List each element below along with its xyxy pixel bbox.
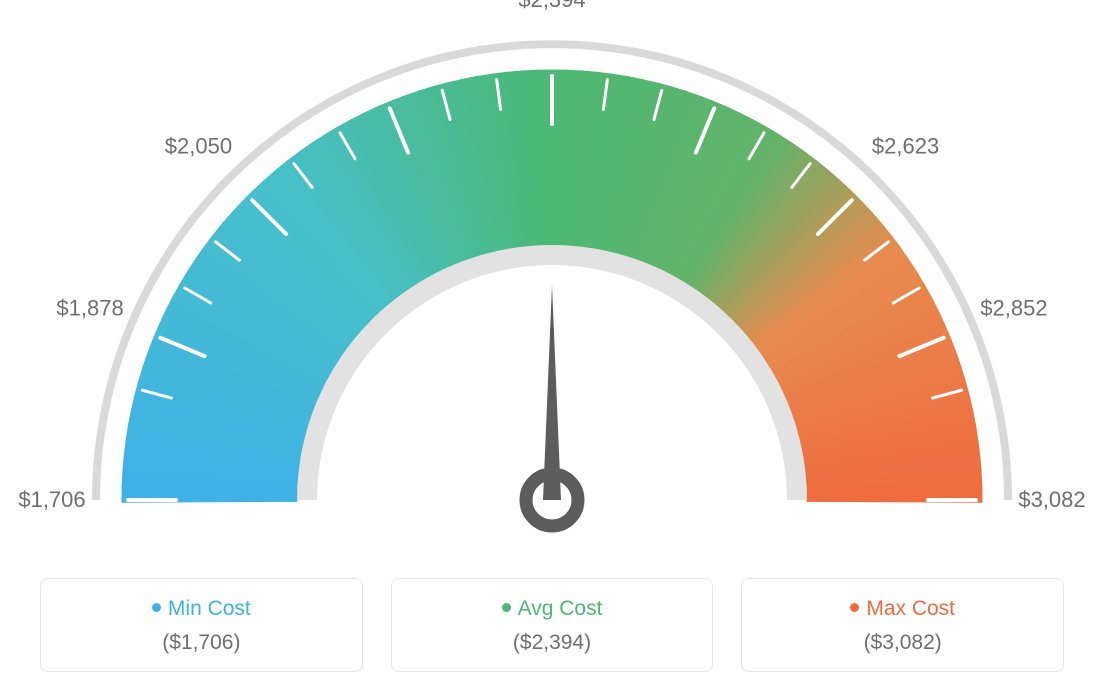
legend-avg-label: Avg Cost (518, 597, 603, 620)
gauge-tick-label: $1,706 (18, 487, 85, 512)
gauge-tick-label: $2,394 (518, 0, 585, 12)
legend-card-max: Max Cost ($3,082) (741, 578, 1064, 672)
gauge-tick-label: $2,852 (980, 296, 1047, 321)
legend-min-label: Min Cost (168, 597, 251, 620)
legend-avg-title: Avg Cost (402, 597, 703, 621)
legend-max-value: ($3,082) (752, 631, 1053, 655)
dot-icon (502, 603, 511, 612)
legend-avg-value: ($2,394) (402, 631, 703, 655)
dot-icon (850, 603, 859, 612)
gauge-tick-label: $2,050 (165, 133, 232, 158)
legend-min-title: Min Cost (51, 597, 352, 621)
gauge-tick-label: $1,878 (56, 296, 123, 321)
legend-min-value: ($1,706) (51, 631, 352, 655)
legend-max-label: Max Cost (866, 597, 955, 620)
dot-icon (152, 603, 161, 612)
gauge-tick-label: $2,623 (872, 133, 939, 158)
gauge-svg: $1,706 $1,878 $2,050 $2,394 $2,623 $2,852 $3,0… (0, 0, 1104, 560)
legend-card-avg: Avg Cost ($2,394) (391, 578, 714, 672)
legend-max-title: Max Cost (752, 597, 1053, 621)
gauge-tick-label: $3,082 (1018, 487, 1085, 512)
legend-row: Min Cost ($1,706) Avg Cost ($2,394) Max … (0, 578, 1104, 672)
legend-card-min: Min Cost ($1,706) (40, 578, 363, 672)
cost-gauge-chart: $1,706 $1,878 $2,050 $2,394 $2,623 $2,852 $3,0… (0, 0, 1104, 560)
